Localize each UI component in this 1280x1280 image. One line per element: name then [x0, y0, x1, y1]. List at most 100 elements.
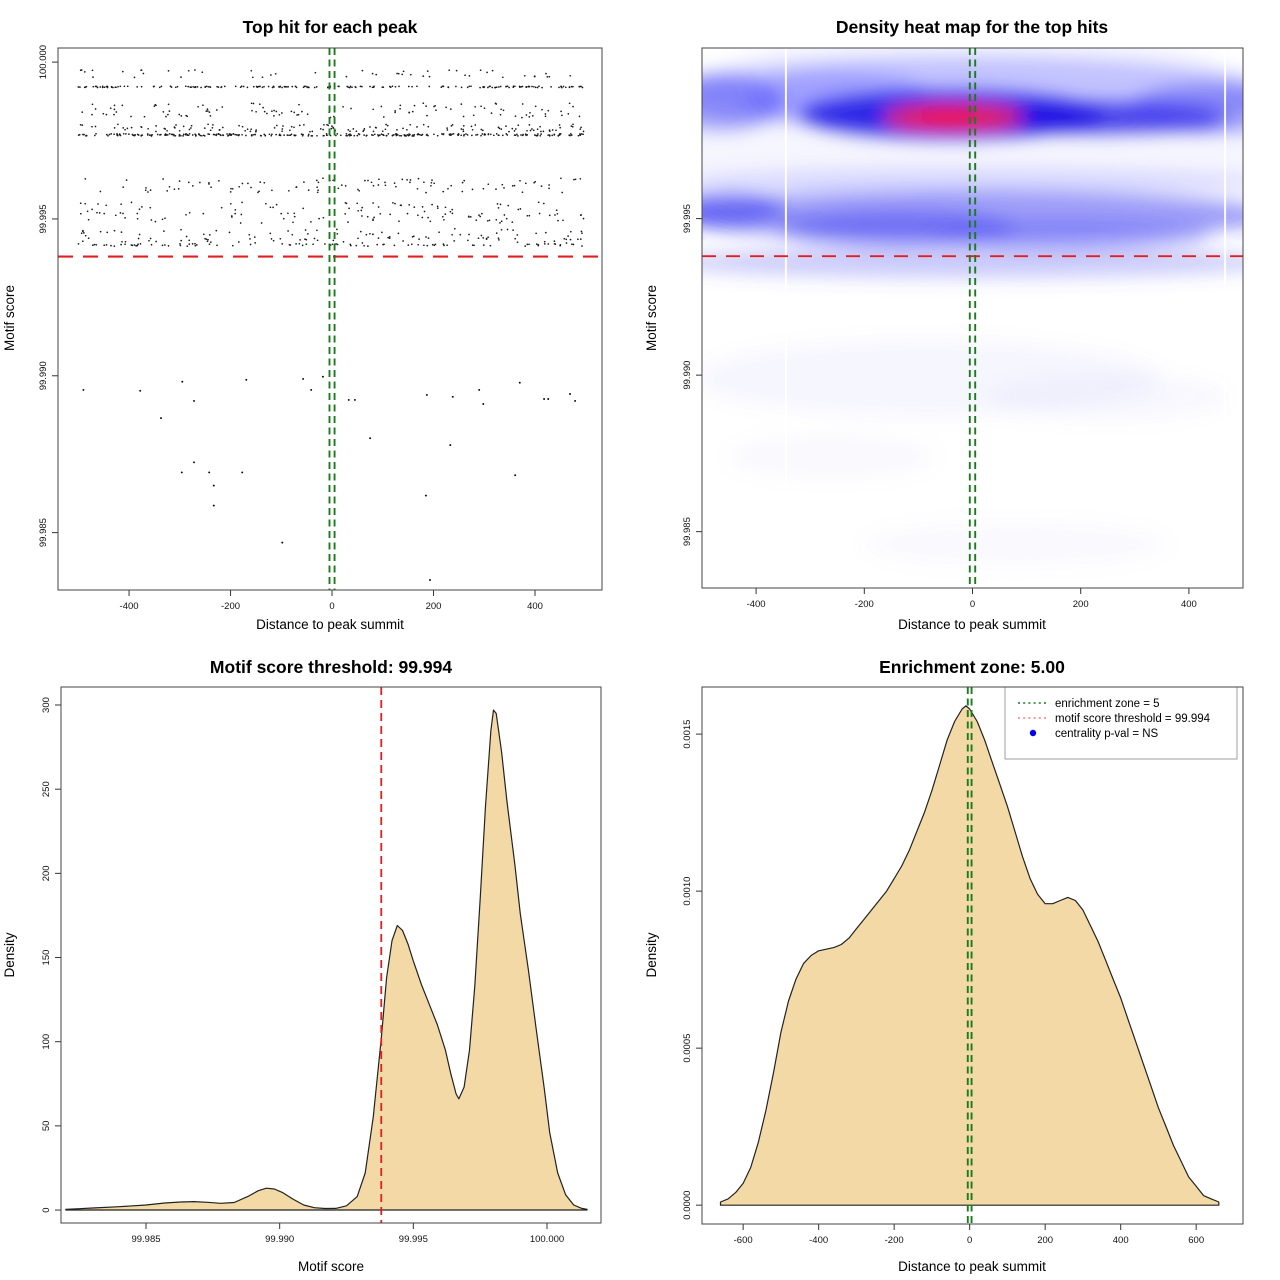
data-point [204, 86, 207, 89]
data-point [121, 240, 123, 243]
data-point [411, 110, 414, 113]
heatmap-svg: -400 -200 0 200 400 99.995 99.990 99.985 Densit… [644, 17, 1244, 632]
data-point [150, 134, 153, 136]
data-point [546, 76, 549, 78]
data-point [202, 134, 205, 137]
data-point [292, 221, 294, 224]
data-point [187, 181, 190, 184]
y-tick-label: 150 [41, 950, 52, 966]
data-point [580, 85, 582, 88]
data-point [528, 116, 531, 118]
data-point [408, 111, 411, 114]
data-point [101, 86, 104, 89]
data-point [124, 240, 127, 243]
data-point [460, 103, 463, 105]
x-tick-label: 200 [1037, 1235, 1053, 1246]
data-point [317, 181, 320, 184]
data-point [196, 86, 199, 88]
data-point [537, 133, 539, 135]
data-point [526, 214, 529, 217]
data-point [307, 189, 310, 191]
data-point [483, 107, 486, 110]
data-point [263, 110, 266, 113]
data-point [167, 103, 170, 106]
data-point [92, 85, 95, 88]
data-point [155, 125, 157, 127]
data-point [133, 76, 136, 79]
data-point [77, 134, 80, 136]
data-point [122, 212, 124, 215]
data-point [194, 244, 197, 247]
data-point [255, 130, 257, 133]
data-point [479, 215, 482, 218]
data-point [234, 133, 237, 136]
data-point [384, 184, 387, 187]
data-point [529, 129, 532, 132]
data-point [553, 240, 556, 242]
data-point [137, 237, 140, 240]
outlier-point [451, 395, 454, 398]
data-point [318, 217, 320, 220]
data-point [580, 126, 582, 129]
x-tick-label: 600 [1188, 1235, 1204, 1246]
data-point [339, 134, 342, 137]
y-tick-label: 99.990 [682, 361, 693, 390]
y-tick-label: 0 [41, 1207, 52, 1212]
data-point [208, 85, 211, 88]
data-point [388, 237, 391, 240]
data-point [313, 86, 316, 89]
data-point [564, 86, 567, 89]
data-point [175, 124, 177, 126]
data-point [335, 243, 337, 245]
data-point [556, 212, 559, 215]
data-point [443, 218, 445, 221]
data-point [387, 133, 390, 135]
data-point [523, 74, 526, 77]
y-tick-label: 0.0015 [682, 720, 693, 749]
data-point [120, 231, 123, 233]
data-point [380, 133, 383, 135]
data-point [255, 110, 257, 113]
data-point [289, 244, 292, 246]
data-point [188, 211, 191, 214]
data-point [330, 127, 333, 130]
y-tick-label: 200 [41, 865, 52, 881]
x-tick-label: 99.985 [131, 1234, 160, 1245]
data-point [505, 85, 507, 88]
data-point [241, 125, 244, 128]
data-point [372, 233, 374, 236]
data-point [81, 124, 84, 126]
data-point [349, 130, 351, 133]
data-point [192, 85, 195, 88]
data-point [134, 134, 137, 136]
data-point [369, 232, 371, 235]
data-point [365, 233, 368, 236]
data-point [85, 85, 88, 88]
score-density-svg: 99.985 99.990 99.995 100.000 0 50 100 150 200 250… [2, 657, 602, 1274]
data-point [450, 134, 452, 137]
data-point [121, 70, 124, 73]
data-point [457, 134, 460, 137]
data-point [114, 86, 117, 89]
data-point [250, 186, 252, 189]
data-point [265, 202, 267, 205]
data-point [251, 109, 253, 112]
data-point [533, 134, 536, 136]
data-point [216, 85, 218, 88]
data-point [290, 125, 293, 128]
data-point [248, 233, 251, 236]
data-point [113, 104, 116, 107]
data-point [471, 134, 473, 137]
data-point [411, 85, 413, 88]
data-point [373, 85, 375, 88]
data-point [275, 133, 277, 136]
data-point [459, 233, 462, 236]
data-point [199, 181, 201, 184]
data-point [485, 237, 488, 240]
data-point [580, 230, 583, 233]
data-point [138, 233, 141, 236]
data-point [87, 237, 90, 240]
data-point [250, 134, 253, 137]
data-point [126, 85, 129, 88]
data-point [377, 206, 380, 208]
